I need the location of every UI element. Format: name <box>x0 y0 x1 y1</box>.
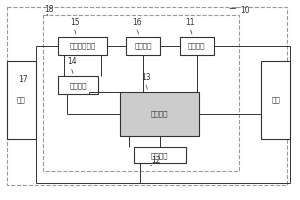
Text: 18: 18 <box>44 5 54 14</box>
Bar <box>180 37 214 55</box>
Bar <box>7 61 36 139</box>
Text: 第一芯片: 第一芯片 <box>151 111 168 117</box>
Text: 12: 12 <box>152 156 161 165</box>
Bar <box>43 15 239 171</box>
Text: 第一开关: 第一开关 <box>188 42 206 49</box>
Text: 11: 11 <box>186 18 195 27</box>
Bar <box>134 147 186 163</box>
Text: 16: 16 <box>132 18 142 27</box>
Text: 单元: 单元 <box>17 97 26 103</box>
Text: 第二开关: 第二开关 <box>135 42 152 49</box>
Text: 14: 14 <box>67 57 76 66</box>
Bar <box>58 37 107 55</box>
Text: 检测元件: 检测元件 <box>151 152 168 159</box>
Text: 用电: 用电 <box>271 97 280 103</box>
Bar <box>262 61 290 139</box>
Text: 感测开关单元: 感测开关单元 <box>69 42 95 49</box>
Text: 10: 10 <box>241 6 250 15</box>
Text: 17: 17 <box>19 75 28 84</box>
Text: 第二芯片: 第二芯片 <box>69 82 87 89</box>
Bar <box>120 92 199 136</box>
Text: 13: 13 <box>141 73 151 82</box>
Bar <box>126 37 160 55</box>
Text: 15: 15 <box>70 18 80 27</box>
Bar <box>58 76 98 94</box>
